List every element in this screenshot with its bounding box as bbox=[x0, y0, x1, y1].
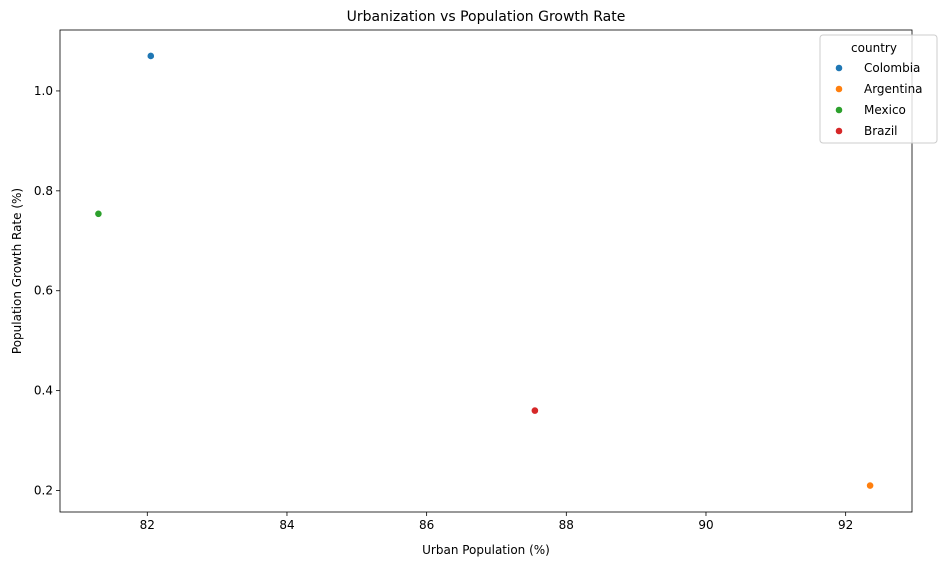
y-tick-label: 0.8 bbox=[34, 184, 53, 198]
legend-marker-mexico bbox=[835, 106, 842, 113]
legend: country Colombia Argentina Mexico Brazil bbox=[820, 35, 937, 143]
data-point-brazil bbox=[531, 407, 538, 414]
legend-label-argentina: Argentina bbox=[864, 82, 923, 96]
y-axis-label: Population Growth Rate (%) bbox=[10, 188, 24, 354]
x-tick-label: 84 bbox=[279, 518, 294, 532]
data-point-argentina bbox=[866, 482, 873, 489]
x-tick-label: 92 bbox=[838, 518, 853, 532]
y-tick-label: 0.6 bbox=[34, 284, 53, 298]
data-point-mexico bbox=[95, 210, 102, 217]
legend-label-brazil: Brazil bbox=[864, 124, 898, 138]
chart-title: Urbanization vs Population Growth Rate bbox=[347, 9, 626, 25]
legend-title: country bbox=[851, 41, 897, 55]
legend-label-colombia: Colombia bbox=[864, 61, 920, 75]
x-tick-label: 82 bbox=[140, 518, 155, 532]
y-tick-label: 0.4 bbox=[34, 384, 53, 398]
axes-frame bbox=[60, 30, 912, 512]
y-tick-label: 0.2 bbox=[34, 484, 53, 498]
x-tick-label: 86 bbox=[419, 518, 434, 532]
legend-marker-argentina bbox=[835, 85, 842, 92]
legend-label-mexico: Mexico bbox=[864, 103, 906, 117]
data-point-colombia bbox=[147, 52, 154, 59]
legend-marker-colombia bbox=[835, 64, 842, 71]
plot-area: 82 84 86 88 90 92 0.2 0.4 0.6 0.8 1.0 bbox=[34, 30, 912, 532]
y-tick-label: 1.0 bbox=[34, 84, 53, 98]
x-tick-label: 90 bbox=[698, 518, 713, 532]
x-axis-label: Urban Population (%) bbox=[422, 543, 550, 557]
legend-marker-brazil bbox=[835, 127, 842, 134]
x-tick-label: 88 bbox=[559, 518, 574, 532]
